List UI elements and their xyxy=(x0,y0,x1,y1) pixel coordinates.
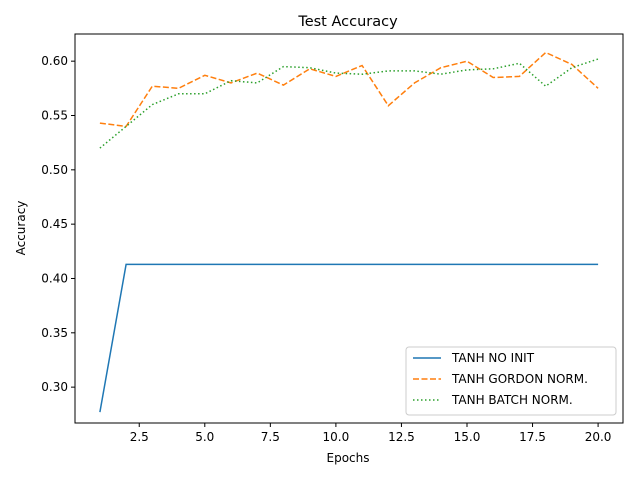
x-tick-label: 7.5 xyxy=(261,430,280,444)
x-tick-label: 5.0 xyxy=(195,430,214,444)
legend: TANH NO INIT TANH GORDON NORM. TANH BATCH … xyxy=(405,346,617,416)
x-tick-label: 20.0 xyxy=(585,430,612,444)
x-tick-label: 17.5 xyxy=(519,430,546,444)
legend-box xyxy=(405,346,617,416)
y-tick-label: 0.50 xyxy=(41,163,68,177)
plot-area xyxy=(99,51,599,413)
y-axis-label: Accuracy xyxy=(14,201,28,256)
series-line xyxy=(99,51,599,128)
axes-frame xyxy=(74,33,624,424)
x-tick-label: 12.5 xyxy=(388,430,415,444)
y-tick-label: 0.55 xyxy=(41,108,68,122)
legend-label: TANH BATCH NORM. xyxy=(451,393,573,407)
y-tick-label: 0.35 xyxy=(41,326,68,340)
legend-label: TANH GORDON NORM. xyxy=(451,372,588,386)
x-axis-label: Epochs xyxy=(327,451,370,465)
y-tick-label: 0.30 xyxy=(41,380,68,394)
series-line xyxy=(99,263,599,413)
series-line xyxy=(99,58,599,149)
x-axis: 2.5 5.0 7.5 10.0 12.5 15.0 17.5 20.0 xyxy=(130,423,612,444)
y-tick-label: 0.40 xyxy=(41,271,68,285)
y-tick-label: 0.60 xyxy=(41,54,68,68)
x-tick-label: 15.0 xyxy=(454,430,481,444)
y-tick-label: 0.45 xyxy=(41,217,68,231)
x-tick-label: 10.0 xyxy=(323,430,350,444)
x-tick-label: 2.5 xyxy=(130,430,149,444)
legend-label: TANH NO INIT xyxy=(451,351,535,365)
chart-title: Test Accuracy xyxy=(297,14,398,30)
y-axis: 0.30 0.35 0.40 0.45 0.50 0.55 0.60 xyxy=(41,54,75,394)
